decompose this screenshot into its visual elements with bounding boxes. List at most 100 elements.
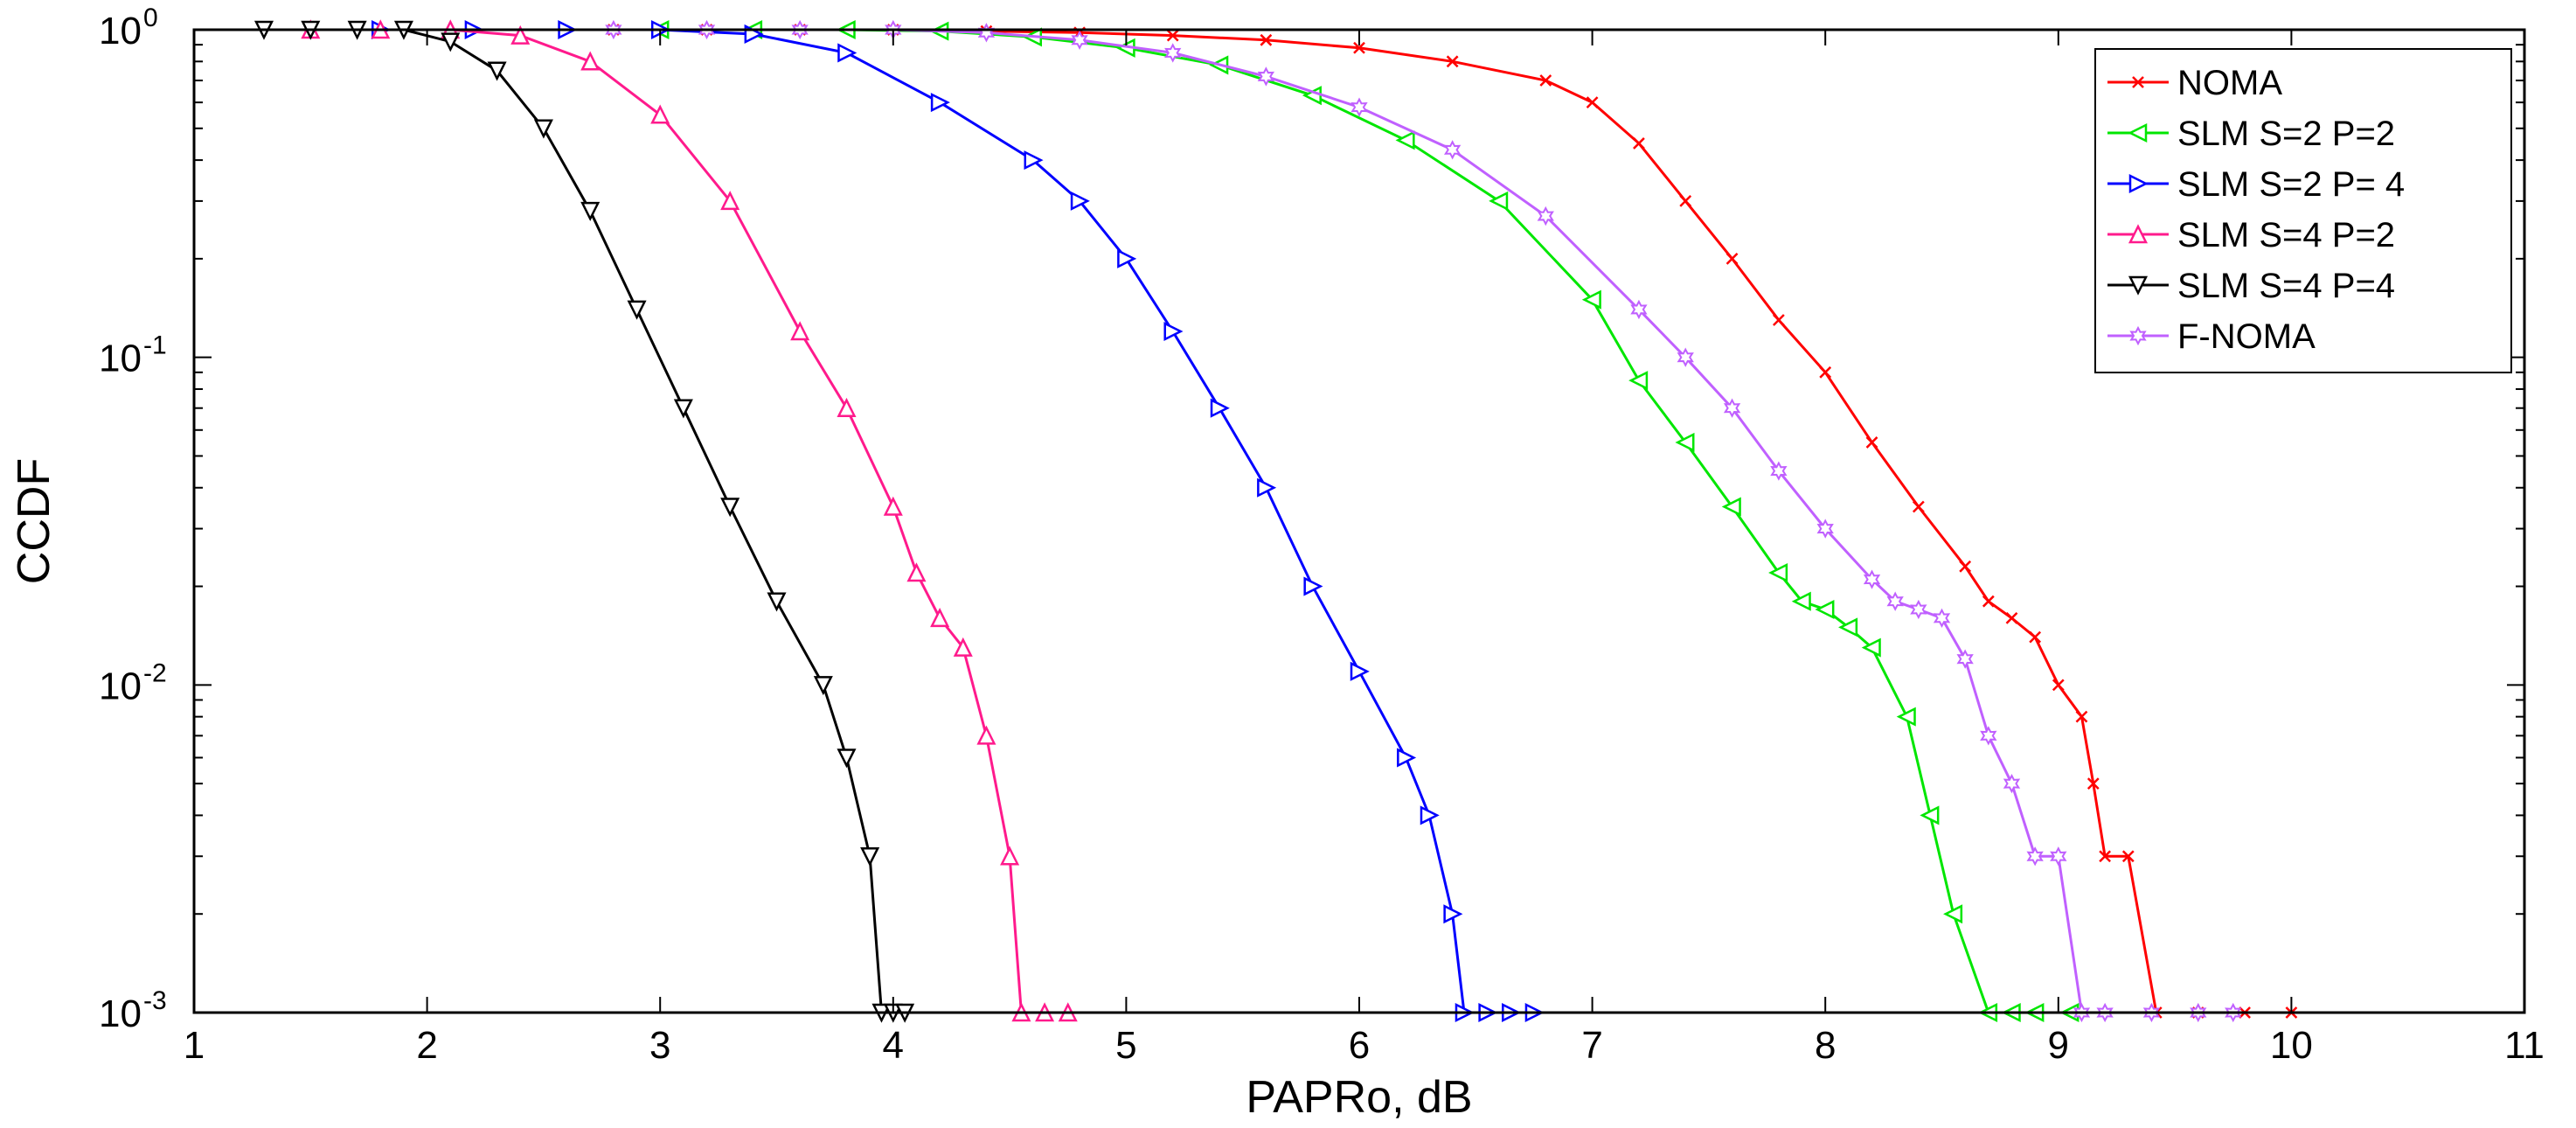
data-point-marker xyxy=(1861,637,1881,658)
data-point-marker xyxy=(1446,55,1459,68)
data-point-marker xyxy=(1770,461,1788,481)
y-axis-title: CCDF xyxy=(9,458,59,584)
data-point-marker xyxy=(1303,576,1323,596)
series-line xyxy=(613,28,2233,1014)
data-point-marker xyxy=(1070,191,1090,211)
data-point-marker xyxy=(1350,97,1368,117)
data-point-marker xyxy=(1772,314,1785,326)
series-line xyxy=(310,28,1068,1014)
data-point-marker xyxy=(1163,321,1184,342)
legend-label: SLM S=2 P= 4 xyxy=(2177,165,2405,204)
legend-box xyxy=(2094,48,2512,373)
data-point-marker xyxy=(1863,569,1881,589)
data-point-marker xyxy=(1443,140,1462,160)
data-point-marker xyxy=(1537,205,1554,226)
x-tick-label: 5 xyxy=(1115,1024,1136,1067)
legend-label: SLM S=2 P=2 xyxy=(2177,115,2395,153)
data-point-marker xyxy=(976,725,996,745)
data-point-marker xyxy=(906,562,927,582)
x-tick-label: 10 xyxy=(2270,1024,2313,1067)
x-tick-label: 8 xyxy=(1815,1024,1836,1067)
data-point-marker xyxy=(2086,777,2100,790)
data-point-marker xyxy=(1260,33,1273,46)
data-point-marker xyxy=(2029,630,2042,644)
data-point-marker xyxy=(1721,497,1741,517)
legend-label: NOMA xyxy=(2177,64,2282,102)
x-tick-label: 7 xyxy=(1581,1024,1602,1067)
data-point-marker xyxy=(1982,595,1995,608)
y-tick-exponent: -2 xyxy=(143,658,167,687)
data-point-marker xyxy=(1166,29,1179,42)
data-point-marker xyxy=(1933,608,1951,629)
data-point-marker xyxy=(1886,591,1904,611)
data-point-marker xyxy=(1210,398,1230,418)
data-point-marker xyxy=(2132,76,2144,88)
data-point-marker xyxy=(2121,850,2135,863)
data-point-marker xyxy=(837,397,857,417)
data-point-marker xyxy=(1420,805,1440,825)
data-point-marker xyxy=(580,201,601,221)
data-point-marker xyxy=(1539,74,1552,87)
data-point-marker xyxy=(627,300,647,320)
data-point-marker xyxy=(2003,773,2021,794)
data-point-marker xyxy=(1024,150,1044,171)
data-point-marker xyxy=(767,592,787,612)
data-point-marker xyxy=(1353,41,1365,54)
data-point-marker xyxy=(1164,43,1182,63)
data-point-marker xyxy=(1071,30,1088,50)
legend: NOMA SLM S=2 P=2 SLM S=2 P= 4 SLM S=4 P=2 SL… xyxy=(2094,48,2512,373)
data-point-marker xyxy=(1630,299,1648,320)
data-point-marker xyxy=(1257,477,1277,498)
data-point-marker xyxy=(1865,436,1878,449)
data-point-marker xyxy=(1677,347,1694,367)
data-point-marker xyxy=(813,676,833,696)
legend-entry: NOMA xyxy=(2107,64,2282,102)
data-point-marker xyxy=(1000,846,1020,866)
data-point-marker xyxy=(1628,371,1649,391)
data-point-marker xyxy=(720,191,740,211)
data-point-marker xyxy=(1943,904,1963,924)
y-tick-exponent: -3 xyxy=(143,986,167,1015)
data-point-marker xyxy=(1679,195,1692,207)
data-point-marker xyxy=(2052,679,2065,692)
data-point-marker xyxy=(673,399,693,419)
data-point-marker xyxy=(2050,846,2067,867)
data-point-marker xyxy=(1819,366,1832,379)
y-tick-exponent: 0 xyxy=(143,3,158,32)
data-point-marker xyxy=(2128,122,2148,143)
data-point-marker xyxy=(2128,173,2149,194)
data-point-marker xyxy=(1791,591,1811,611)
data-point-marker xyxy=(1959,560,1972,573)
data-point-marker xyxy=(650,104,670,124)
x-tick-label: 9 xyxy=(2048,1024,2069,1067)
data-point-marker xyxy=(1675,432,1695,452)
data-point-marker xyxy=(1815,599,1835,620)
y-tick-label: 10 xyxy=(99,992,142,1035)
legend-entry: SLM S=2 P= 4 xyxy=(2107,165,2405,204)
data-point-marker xyxy=(1910,599,1927,620)
legend-entry: SLM S=4 P=4 xyxy=(2107,267,2395,305)
data-point-marker xyxy=(1350,661,1370,681)
legend-entry: SLM S=2 P=2 xyxy=(2107,115,2395,153)
x-tick-label: 11 xyxy=(2504,1024,2545,1067)
data-point-marker xyxy=(2128,224,2149,244)
legend-label: F-NOMA xyxy=(2177,317,2316,356)
data-point-marker xyxy=(1980,726,1997,746)
data-point-marker xyxy=(487,61,507,81)
data-point-marker xyxy=(1633,137,1645,150)
data-point-marker xyxy=(720,498,740,518)
data-point-marker xyxy=(953,637,973,657)
data-point-marker xyxy=(930,608,950,628)
x-tick-label: 2 xyxy=(416,1024,437,1067)
legend-label: SLM S=4 P=4 xyxy=(2177,267,2395,305)
legend-entry: SLM S=4 P=2 xyxy=(2107,216,2395,254)
data-point-marker xyxy=(1912,500,1925,513)
x-axis-title: PAPRo, dB xyxy=(1246,1072,1472,1123)
data-point-marker xyxy=(2099,850,2112,863)
data-point-marker xyxy=(1443,904,1463,924)
legend-entry: F-NOMA xyxy=(2107,317,2316,356)
data-point-marker xyxy=(1581,289,1601,310)
data-point-marker xyxy=(2075,710,2088,723)
